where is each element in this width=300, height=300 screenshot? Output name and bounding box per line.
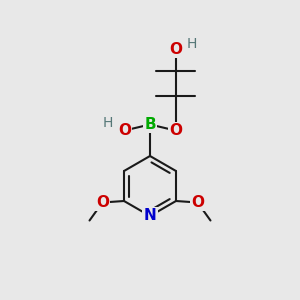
Text: N: N bbox=[144, 208, 156, 224]
Text: B: B bbox=[144, 117, 156, 132]
Text: H: H bbox=[187, 37, 197, 50]
Text: O: O bbox=[96, 195, 109, 210]
Text: H: H bbox=[103, 116, 113, 130]
Text: O: O bbox=[118, 123, 131, 138]
Text: O: O bbox=[191, 195, 204, 210]
Text: O: O bbox=[169, 42, 182, 57]
Text: O: O bbox=[169, 123, 182, 138]
